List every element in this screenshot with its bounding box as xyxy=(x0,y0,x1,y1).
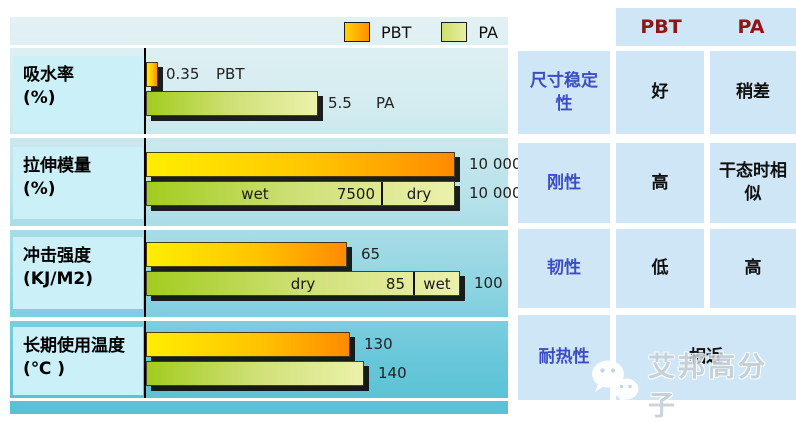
table-header-pbt: PBT xyxy=(640,16,682,38)
bar-pbt-impact-strength xyxy=(146,242,347,267)
table-row-label-rigidity: 刚性 xyxy=(518,143,610,223)
table-header-row: PBT PA xyxy=(616,8,796,46)
chart-row-impact-strength: 冲击强度 (KJ/M2) 65 dry 85 wet 100 xyxy=(10,230,508,317)
chart-row-service-temperature: 长期使用温度 (℃ ) 130 140 xyxy=(10,320,508,398)
bar-pa-impact-strength: dry 85 wet xyxy=(146,271,460,296)
row-separator xyxy=(10,226,508,230)
table-cell-pbt: 低 xyxy=(616,229,704,308)
pbt-color-swatch xyxy=(344,22,371,42)
bar-pa-tensile-modulus: wet 7500 dry xyxy=(146,181,455,206)
category-unit: (℃ ) xyxy=(23,358,66,379)
bar-value: 10 000 xyxy=(469,155,522,173)
bar-pbt-water-absorption xyxy=(146,62,158,87)
table-row-label-dimensional-stability: 尺寸稳定性 xyxy=(518,51,610,134)
table-cell-merged: 相近 xyxy=(616,315,796,400)
segment-label-wet: wet xyxy=(241,185,269,203)
bar-value: 0.35 xyxy=(166,65,200,83)
bar-value: 10 000 xyxy=(469,184,522,202)
table-cell-pa: 高 xyxy=(710,229,796,308)
table-row-label-heat-resistance: 耐热性 xyxy=(518,315,610,400)
table-cell-pa: 干态时相似 xyxy=(710,143,796,223)
table-row-label-toughness: 韧性 xyxy=(518,229,610,308)
legend-item-pa: PA xyxy=(441,22,498,42)
table-cell-pa: 稍差 xyxy=(710,51,796,134)
bar-series-label: PA xyxy=(376,94,395,112)
table-header-pa: PA xyxy=(737,16,765,38)
segment-label-dry: dry xyxy=(406,185,432,203)
pa-color-swatch xyxy=(441,22,468,42)
bar-pa-service-temperature xyxy=(146,361,364,386)
table-cell-pbt: 好 xyxy=(616,51,704,134)
segment-value: 7500 xyxy=(336,185,375,203)
chart-bottom-border xyxy=(10,398,508,401)
category-label: 长期使用温度 (℃ ) xyxy=(13,327,143,395)
row-separator xyxy=(10,317,508,321)
category-label: 冲击强度 (KJ/M2) xyxy=(13,237,143,309)
legend-label-pbt: PBT xyxy=(381,22,412,42)
wet-dry-divider xyxy=(381,182,383,205)
bar-pbt-tensile-modulus xyxy=(146,152,455,177)
comparison-table: PBT PA 尺寸稳定性 好 稍差 刚性 高 干态时相似 韧性 低 高 耐热性 … xyxy=(518,0,796,422)
bar-value: 130 xyxy=(364,335,393,353)
segment-value: 85 xyxy=(385,275,405,293)
bar-series-label: PBT xyxy=(216,65,245,83)
chart-legend: PBT PA xyxy=(344,22,498,42)
wet-dry-divider xyxy=(413,272,415,295)
row-separator xyxy=(10,134,508,138)
category-unit: (%) xyxy=(23,178,56,199)
category-unit: (%) xyxy=(23,87,56,108)
chart-row-water-absorption: 吸水率 (%) 0.35 PBT 5.5 PA xyxy=(10,50,508,134)
legend-strip: PBT PA xyxy=(10,17,508,48)
segment-label-dry: dry xyxy=(290,275,316,293)
category-name: 长期使用温度 xyxy=(23,336,125,356)
legend-item-pbt: PBT xyxy=(344,22,411,42)
category-name: 吸水率 xyxy=(23,65,74,85)
chart-row-tensile-modulus: 拉伸模量 (%) 10 000 wet 7500 dry 10 000 xyxy=(10,138,522,226)
category-label: 拉伸模量 (%) xyxy=(13,147,143,219)
category-unit: (KJ/M2) xyxy=(23,268,93,289)
bar-value: 140 xyxy=(378,364,407,382)
bar-value: 5.5 xyxy=(328,94,352,112)
bar-pa-water-absorption xyxy=(146,91,318,116)
chart-axis xyxy=(144,48,146,398)
category-name: 拉伸模量 xyxy=(23,156,91,176)
category-label: 吸水率 (%) xyxy=(13,56,143,131)
table-cell-pbt: 高 xyxy=(616,143,704,223)
segment-label-wet: wet xyxy=(423,275,451,293)
bar-value: 100 xyxy=(474,274,503,292)
legend-label-pa: PA xyxy=(478,22,498,42)
bar-value: 65 xyxy=(361,245,381,263)
bar-pbt-service-temperature xyxy=(146,332,350,357)
category-name: 冲击强度 xyxy=(23,246,91,266)
bar-chart-panel: PBT PA 吸水率 (%) 0.35 PBT 5.5 PA 拉伸模量 (%) … xyxy=(10,17,522,414)
